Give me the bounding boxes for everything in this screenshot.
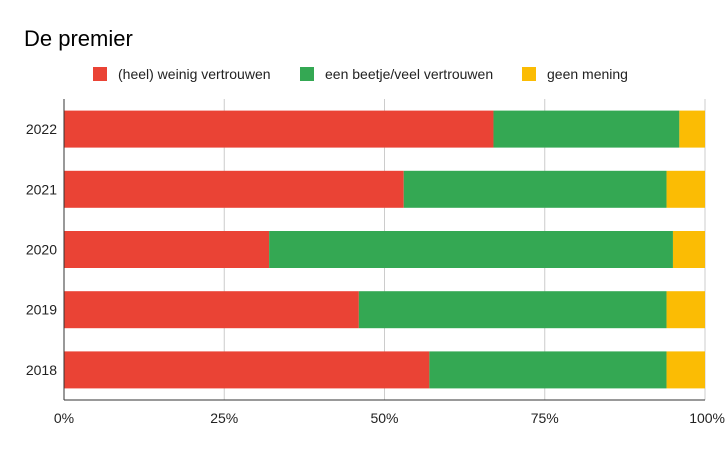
- bar-2018-series-1: [64, 351, 430, 389]
- bar-2019-series-3: [666, 291, 705, 329]
- bar-2021-series-1: [64, 170, 404, 208]
- legend-label-2: een beetje/veel vertrouwen: [325, 66, 493, 82]
- legend-label-3: geen mening: [547, 66, 628, 82]
- bar-2018-series-2: [429, 351, 667, 389]
- x-tick-label-2: 25%: [210, 410, 238, 426]
- legend-swatch-1: [93, 67, 107, 81]
- y-tick-label-2019: 2019: [26, 302, 57, 318]
- bar-2020-series-2: [269, 231, 673, 268]
- y-tick-label-2020: 2020: [26, 242, 57, 258]
- y-tick-label-2021: 2021: [26, 181, 57, 197]
- bar-2021-series-2: [403, 170, 667, 208]
- legend-swatch-3: [522, 67, 536, 81]
- x-axis-labels: 0% 25% 50% 75% 100%: [54, 410, 725, 426]
- bar-2019-series-1: [64, 291, 359, 329]
- bar-2021-series-3: [666, 170, 705, 208]
- legend-label-1: (heel) weinig vertrouwen: [118, 66, 271, 82]
- bars: [64, 110, 705, 389]
- x-tick-label-1: 0%: [54, 410, 74, 426]
- bar-2022-series-1: [64, 110, 494, 148]
- x-tick-label-5: 100%: [689, 410, 725, 426]
- bar-2020-series-1: [64, 231, 270, 268]
- axes: [63, 99, 705, 401]
- bar-2022-series-2: [493, 110, 680, 148]
- bar-2022-series-3: [679, 110, 705, 148]
- bar-2018-series-3: [666, 351, 705, 389]
- legend-swatch-2: [300, 67, 314, 81]
- y-axis-labels: 2022 2021 2020 2019 2018: [26, 121, 57, 378]
- x-tick-label-4: 75%: [531, 410, 559, 426]
- bar-2019-series-2: [358, 291, 667, 329]
- y-tick-label-2022: 2022: [26, 121, 57, 137]
- bar-2020-series-3: [672, 231, 705, 268]
- chart-title: De premier: [24, 26, 133, 51]
- y-tick-label-2018: 2018: [26, 362, 57, 378]
- x-tick-label-3: 50%: [370, 410, 398, 426]
- legend: (heel) weinig vertrouwen een beetje/veel …: [93, 66, 628, 82]
